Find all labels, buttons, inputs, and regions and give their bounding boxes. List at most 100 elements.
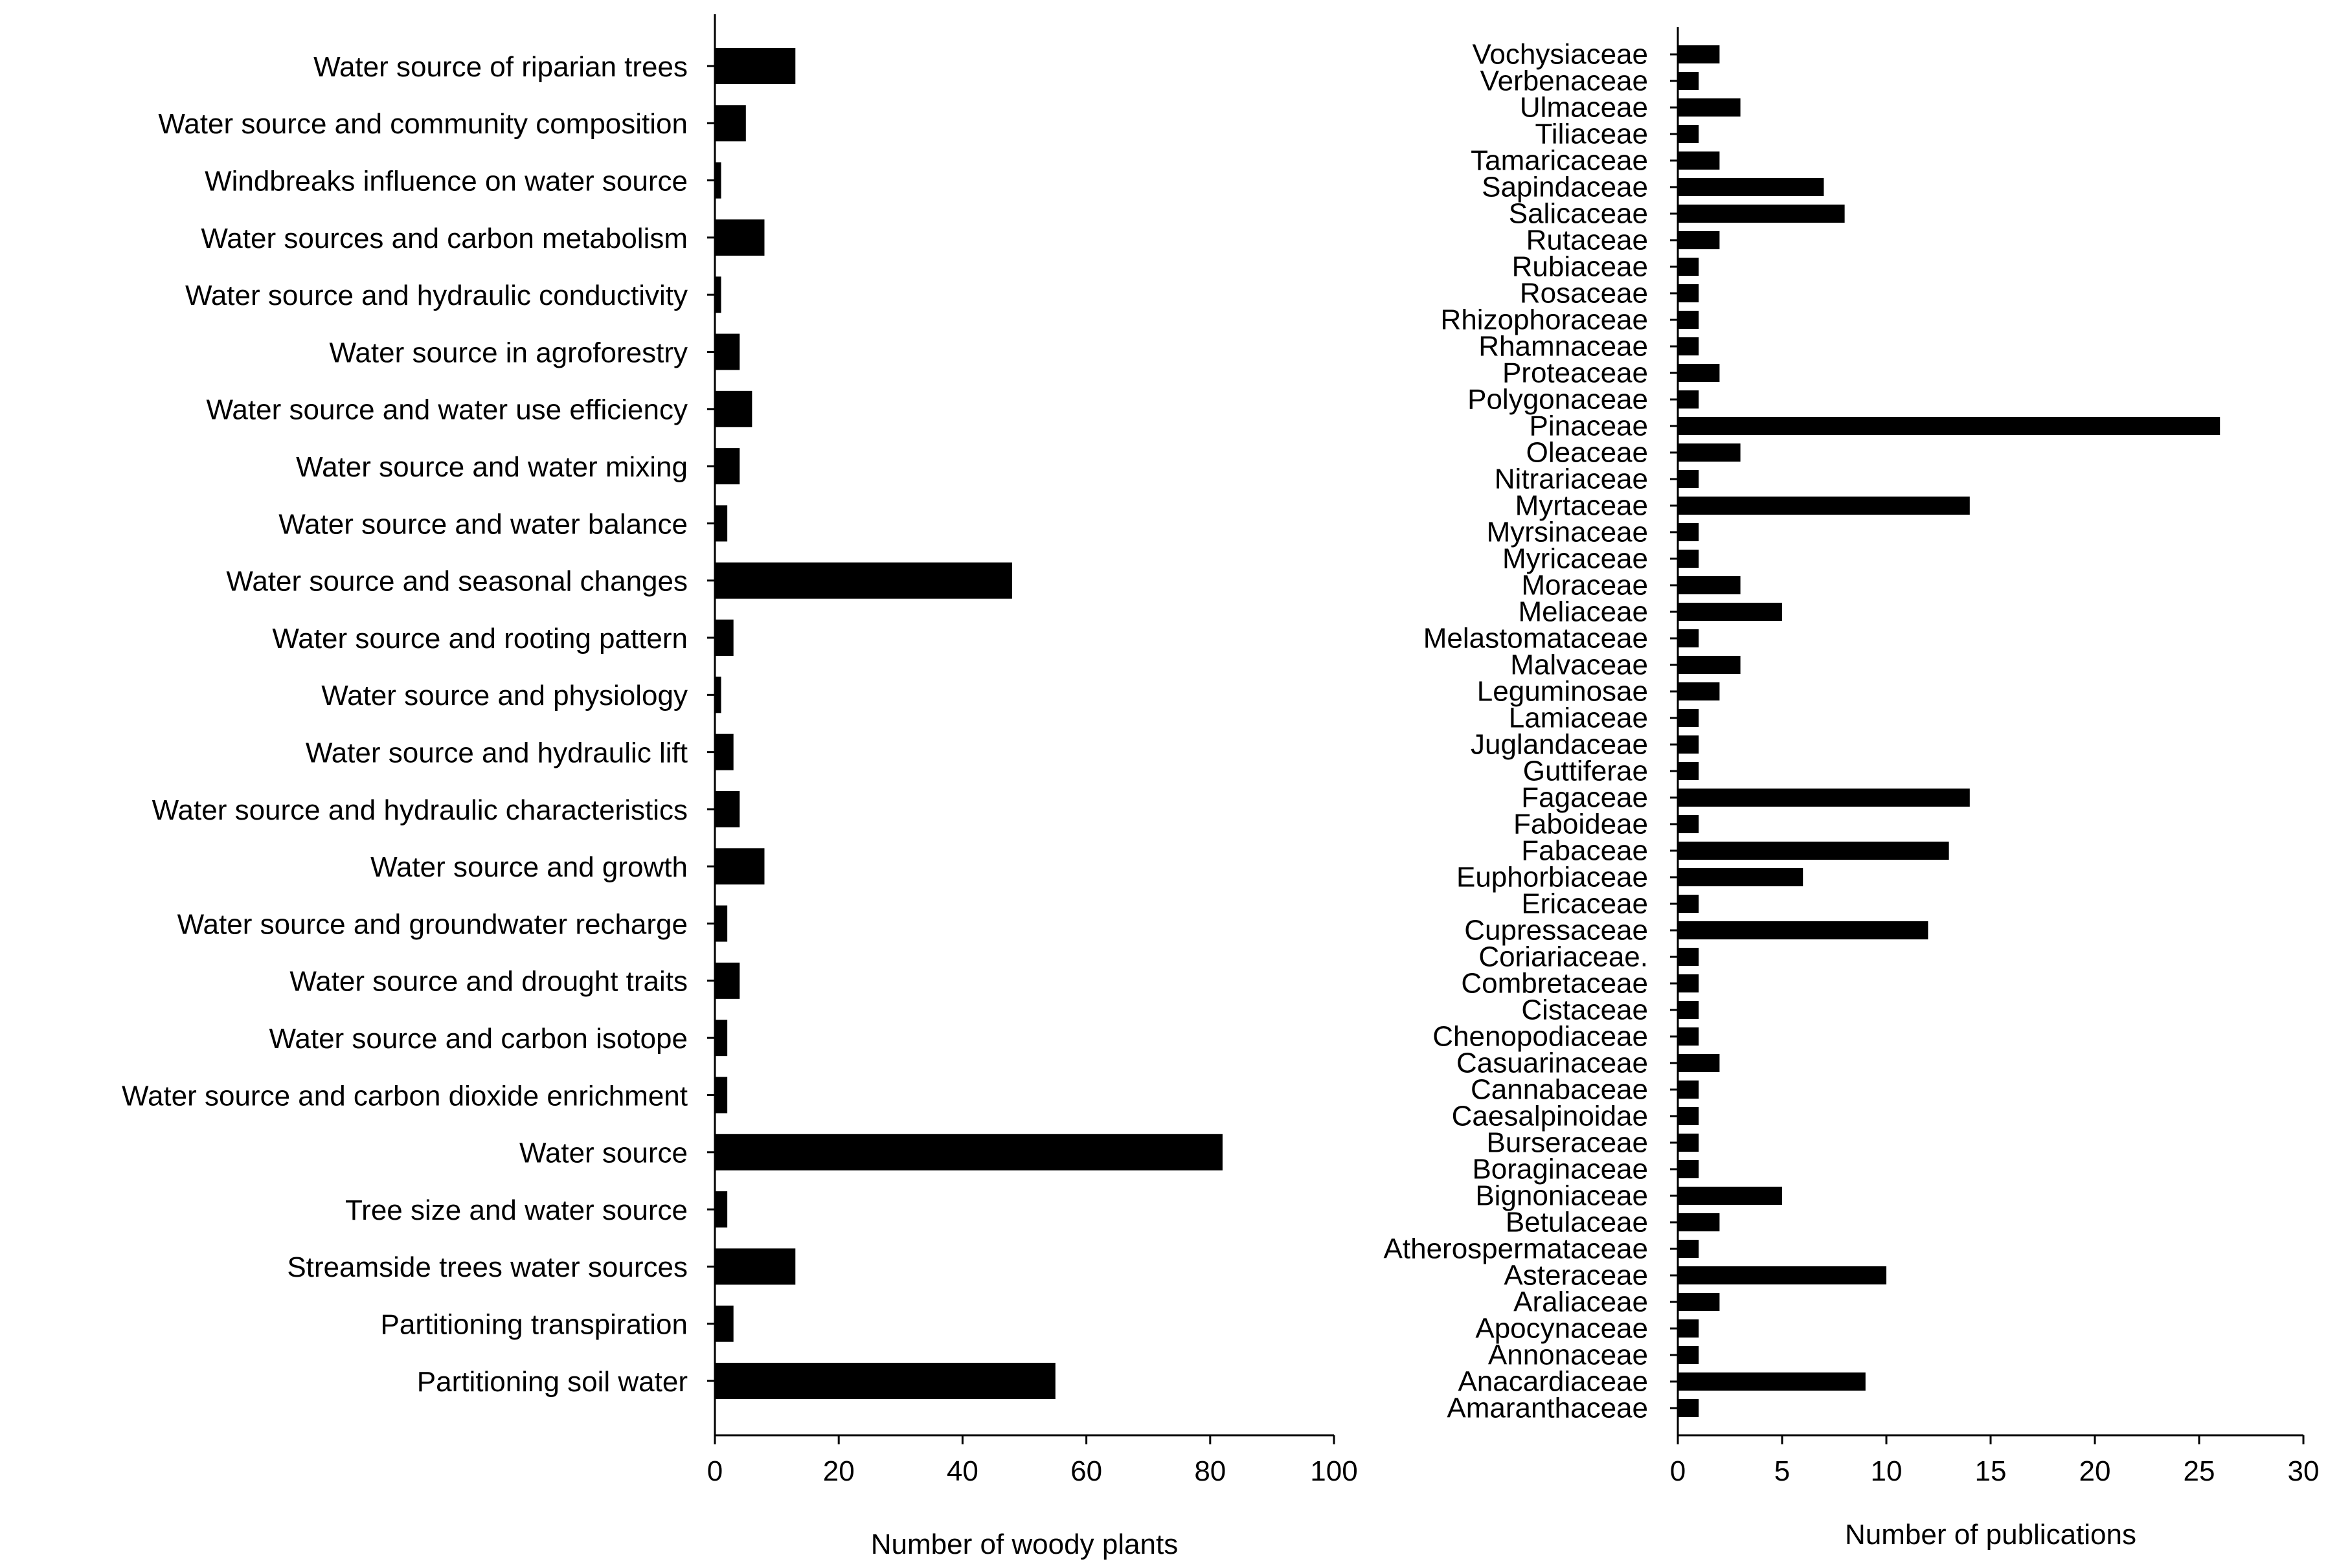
category-label: Water source and groundwater recharge: [177, 908, 688, 940]
bar: [715, 848, 765, 885]
bar: [1678, 231, 1720, 249]
category-label: Water source and community composition: [158, 108, 688, 140]
bar: [1678, 1293, 1720, 1311]
bar: [1678, 284, 1699, 302]
category-label: Water source and seasonal changes: [226, 566, 688, 598]
bar: [715, 677, 721, 713]
bar: [1678, 390, 1699, 409]
category-label: Atherospermataceae: [1384, 1233, 1648, 1264]
bar: [1678, 205, 1845, 223]
category-label: Water source: [519, 1137, 688, 1169]
category-label: Water source and drought traits: [289, 966, 688, 998]
category-label: Lamiaceae: [1509, 702, 1648, 734]
category-label: Caesalpinoidae: [1452, 1100, 1648, 1132]
bar: [1678, 1213, 1720, 1231]
category-label: Ulmaceae: [1520, 91, 1648, 123]
x-tick-label: 20: [2079, 1455, 2111, 1487]
category-label: Amaranthaceae: [1447, 1392, 1648, 1424]
bar: [1678, 417, 2221, 435]
category-label: Sapindaceae: [1482, 171, 1648, 203]
woody-plants-bar-chart: Number of woody plants 0 20 40 60 80 100 Water…: [122, 14, 1358, 1560]
bar: [1678, 1399, 1699, 1417]
category-label: Cupressaceae: [1464, 914, 1648, 946]
bar: [1678, 1001, 1699, 1019]
category-label: Water source and rooting pattern: [272, 623, 688, 655]
category-label: Asteraceae: [1504, 1259, 1648, 1291]
category-label: Water source and water balance: [278, 508, 688, 540]
bar: [1678, 815, 1699, 833]
bar: [715, 1020, 728, 1057]
category-label: Rhizophoraceae: [1441, 304, 1648, 335]
publications-bar-chart: Number of publications 0 5 10 15 20 25 30 Vochy…: [1384, 27, 2319, 1551]
bar: [715, 448, 740, 485]
bar: [1678, 523, 1699, 541]
bar: [715, 620, 734, 656]
category-label: Anacardiaceae: [1458, 1365, 1648, 1397]
category-label: Water source of riparian trees: [313, 51, 688, 83]
bar: [1678, 735, 1699, 754]
category-label: Salicaceae: [1509, 197, 1648, 229]
category-label: Water source and carbon isotope: [269, 1023, 688, 1055]
x-tick-label: 20: [823, 1455, 855, 1487]
category-label: Water source and hydraulic lift: [306, 737, 688, 768]
category-label: Coriariaceae.: [1478, 941, 1648, 972]
bar: [1678, 1372, 1866, 1391]
category-label: Leguminosae: [1477, 675, 1648, 707]
bar: [1678, 1240, 1699, 1258]
bar: [1678, 151, 1720, 170]
category-label: Myrtaceae: [1515, 489, 1648, 521]
category-label: Water source and water mixing: [296, 451, 688, 483]
category-label: Rhamnaceae: [1478, 330, 1648, 362]
bar: [1678, 178, 1824, 196]
bar: [1678, 258, 1699, 276]
bar: [715, 1134, 1223, 1170]
bar: [1678, 842, 1949, 860]
category-label: Water source in agroforestry: [330, 337, 688, 368]
bar: [1678, 364, 1720, 382]
bar: [715, 390, 752, 427]
bar: [715, 333, 740, 370]
bar: [715, 105, 746, 142]
category-label: Combretaceae: [1461, 967, 1648, 999]
category-label: Faboideae: [1513, 808, 1648, 840]
bar: [1678, 629, 1699, 647]
bar: [715, 505, 728, 542]
category-label: Tiliaceae: [1535, 118, 1648, 150]
category-label: Bignoniaceae: [1475, 1180, 1648, 1211]
category-label: Tree size and water source: [345, 1194, 688, 1226]
right-x-axis-title: Number of publications: [1845, 1519, 2136, 1551]
bar: [715, 962, 740, 999]
bar: [715, 905, 728, 942]
bar: [715, 790, 740, 827]
category-label: Water source and growth: [370, 851, 688, 883]
category-label: Verbenaceae: [1480, 65, 1648, 96]
bar: [1678, 576, 1741, 594]
bar: [715, 162, 721, 199]
bar: [1678, 603, 1782, 621]
category-label: Boraginaceae: [1472, 1153, 1648, 1185]
category-label: Apocynaceae: [1475, 1312, 1648, 1344]
x-tick-label: 10: [1871, 1455, 1903, 1487]
category-label: Betulaceae: [1506, 1206, 1648, 1238]
bar: [1678, 789, 1970, 807]
category-label: Euphorbiaceae: [1456, 861, 1648, 893]
bar: [715, 1248, 796, 1285]
x-tick-label: 15: [1975, 1455, 2007, 1487]
bar: [1678, 1107, 1699, 1125]
category-label: Guttiferae: [1523, 755, 1648, 787]
bar: [1678, 443, 1741, 462]
x-tick-label: 60: [1070, 1455, 1102, 1487]
category-label: Rosaceae: [1520, 277, 1648, 309]
category-label: Water source and hydraulic characteristi…: [152, 794, 688, 826]
x-tick-label: 0: [1670, 1455, 1686, 1487]
category-label: Cannabaceae: [1471, 1073, 1648, 1105]
category-label: Oleaceae: [1526, 436, 1648, 468]
category-label: Water sources and carbon metabolism: [201, 223, 688, 254]
category-label: Melastomataceae: [1423, 622, 1648, 654]
category-label: Cistaceae: [1521, 994, 1648, 1025]
category-label: Fagaceae: [1521, 781, 1648, 813]
category-label: Water source and carbon dioxide enrichme…: [122, 1080, 688, 1112]
x-tick-label: 80: [1194, 1455, 1226, 1487]
category-label: Streamside trees water sources: [287, 1251, 688, 1283]
